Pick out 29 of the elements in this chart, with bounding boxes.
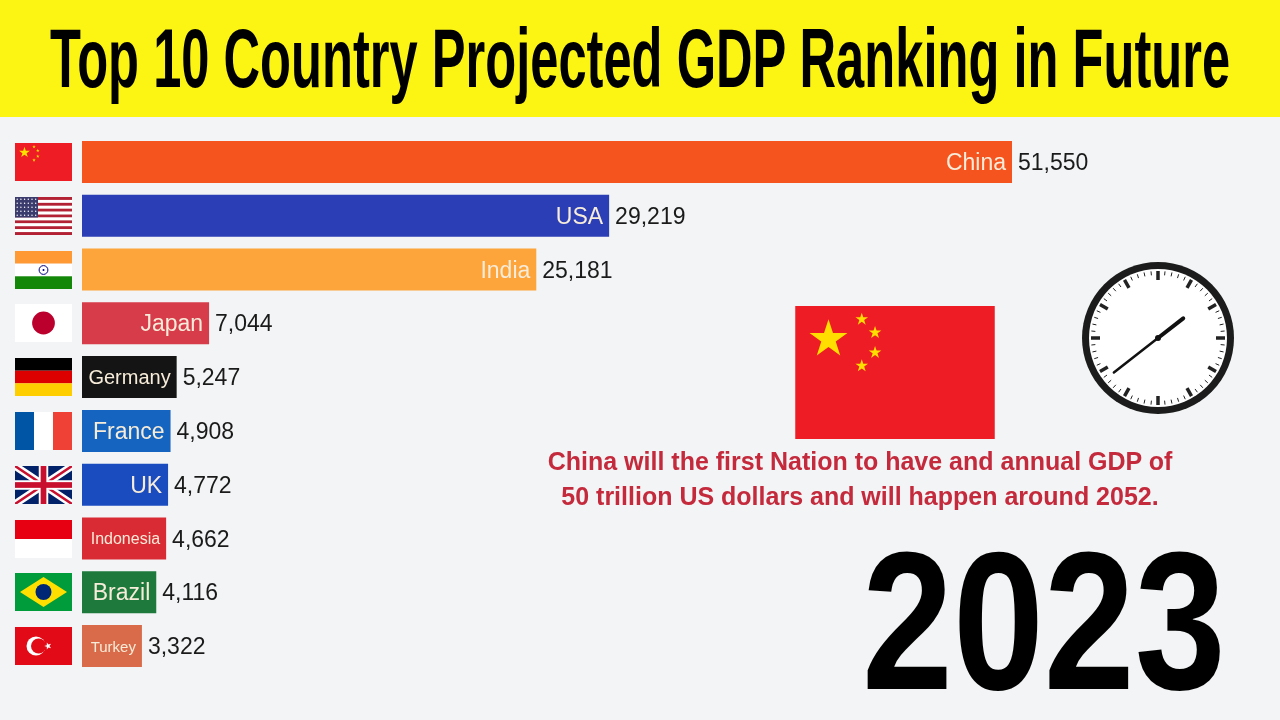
y-tick-label: France (92, 417, 165, 444)
y-tick-label: USA (555, 202, 604, 229)
y-tick-label: Turkey (90, 637, 137, 655)
y-tick-label: India (480, 256, 531, 283)
data-label: 29,219 (615, 202, 686, 229)
chart-title: Top 10 Country Projected GDP Ranking in Future (50, 10, 1231, 107)
data-label: 7,044 (215, 310, 273, 337)
bar (82, 194, 610, 237)
annotation: 2023 (862, 511, 1226, 720)
data-label: 3,322 (147, 633, 206, 660)
y-tick-label: Brazil (92, 579, 151, 606)
data-label: 4,908 (176, 417, 235, 444)
y-tick-label: China (945, 148, 1007, 175)
data-label: 4,662 (172, 525, 230, 552)
bar (82, 140, 1012, 183)
data-label: 5,247 (182, 364, 241, 391)
bar (82, 302, 210, 345)
y-tick-label: Japan (140, 310, 204, 337)
y-tick-label: UK (130, 471, 163, 498)
data-label: 51,550 (1018, 148, 1089, 175)
y-tick-label: Germany (88, 366, 171, 389)
y-tick-label: Indonesia (90, 530, 161, 547)
bar (82, 625, 142, 668)
bar (82, 248, 537, 291)
bar (82, 463, 169, 506)
data-label: 4,772 (174, 471, 232, 498)
data-label: 4,116 (162, 579, 219, 606)
annotation: China will the first Nation to have and annual GDP of 50 trillion US dollars and will happen around 2052. (547, 447, 1173, 510)
data-label: 25,181 (542, 256, 613, 283)
